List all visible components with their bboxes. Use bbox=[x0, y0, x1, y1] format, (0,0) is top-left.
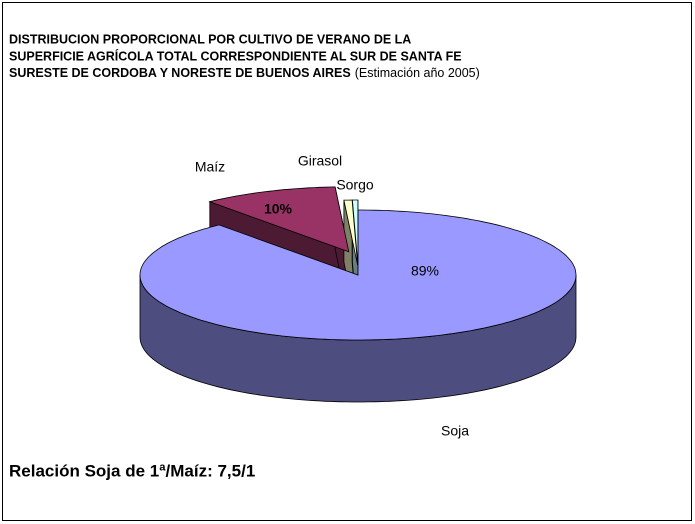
chart-title: SURESTE DE CORDOBA Y NORESTE DE BUENOS A… bbox=[9, 66, 480, 80]
title-note: (Estimación año 2005) bbox=[355, 66, 480, 80]
category-label: Maíz bbox=[195, 159, 225, 175]
annotation: Relación Soja de 1ª/Maíz: 7,5/1 bbox=[9, 461, 255, 480]
category-label: Sorgo bbox=[336, 177, 374, 193]
chart-title: DISTRIBUCION PROPORCIONAL POR CULTIVO DE… bbox=[9, 32, 411, 46]
chart-title: SURESTE DE CORDOBA Y NORESTE DE BUENOS A… bbox=[9, 66, 351, 80]
value-label: 10% bbox=[264, 201, 293, 217]
chart-title: SUPERFICIE AGRÍCOLA TOTAL CORRESPONDIENT… bbox=[9, 48, 462, 63]
category-label: Soja bbox=[441, 423, 469, 439]
slice bbox=[208, 186, 350, 253]
slice bbox=[351, 199, 359, 266]
category-label: Girasol bbox=[298, 153, 342, 169]
value-label: 89% bbox=[411, 263, 439, 279]
slice bbox=[139, 209, 577, 341]
